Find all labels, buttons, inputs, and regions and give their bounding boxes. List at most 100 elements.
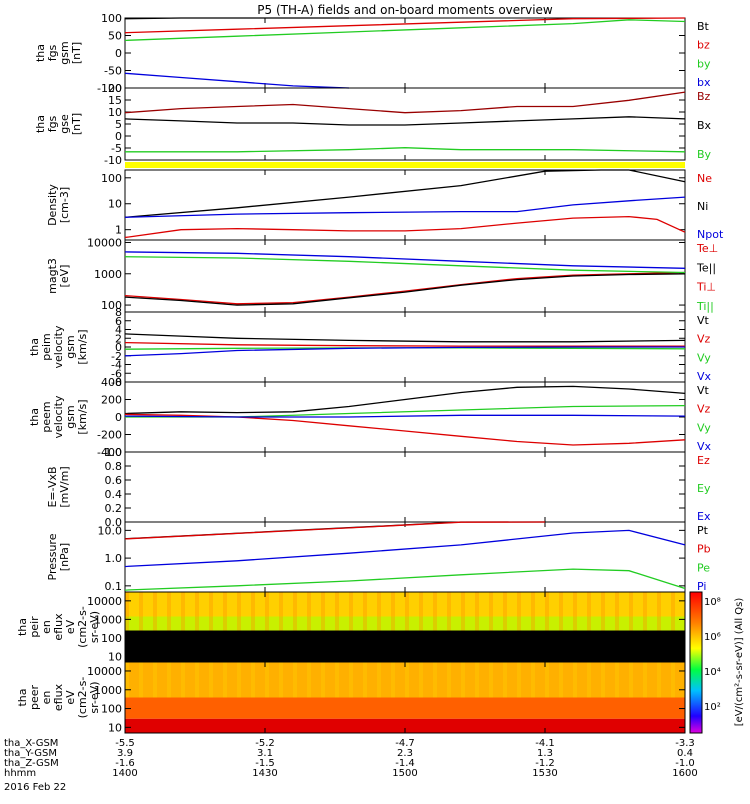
y-tick-label: -400 — [97, 446, 122, 459]
spectrogram-cell — [643, 592, 647, 631]
spectrogram-cell — [251, 592, 255, 631]
y-tick-label: -100 — [97, 82, 122, 95]
orbit-row-value: 1500 — [392, 768, 417, 779]
legend-entry: Vt — [697, 314, 710, 327]
series-line-Bx — [124, 116, 686, 126]
spectrogram-cell — [377, 662, 381, 698]
spectrogram-cell — [601, 662, 605, 698]
legend-entry: Bt — [697, 20, 710, 33]
y-axis-label: tha — [34, 115, 47, 133]
spectrogram-cell — [363, 592, 367, 631]
series-line-Ne — [124, 215, 686, 239]
legend-entry: Ne — [697, 172, 712, 185]
y-axis-label: E=-VxB — [46, 466, 59, 507]
spectrogram-cell — [601, 592, 605, 631]
y-axis-label: tha — [28, 408, 41, 426]
y-axis-label: (cm2-s- — [76, 677, 89, 719]
y-tick-label: 0 — [115, 411, 122, 424]
spectrogram-cell — [447, 662, 451, 698]
spectrogram-cell — [363, 662, 367, 698]
spectrogram-cell — [209, 592, 213, 631]
series-line-Te⊥ — [124, 271, 686, 305]
y-axis-label: [mV/m] — [58, 466, 71, 507]
spectrogram-cell — [503, 662, 507, 698]
orbit-row-label: tha_Y-GSM — [4, 748, 57, 759]
orbit-row-value: 2.3 — [397, 748, 413, 759]
chart-title: P5 (TH-A) fields and on-board moments ov… — [257, 3, 553, 17]
y-tick-label: -4 — [111, 359, 122, 372]
orbit-row-value: 1.3 — [537, 748, 553, 759]
legend-entry: Pi — [697, 580, 706, 593]
y-axis-label: tha — [28, 338, 41, 356]
y-tick-label: 10000 — [87, 665, 122, 678]
legend-entry: bz — [697, 39, 710, 52]
y-axis-label: peir — [28, 616, 41, 638]
y-tick-label: 0.4 — [105, 488, 123, 501]
spectrogram-band — [125, 630, 685, 662]
spectrogram-cell — [447, 592, 451, 631]
y-tick-label: -8 — [111, 376, 122, 389]
panel-pressure: 10.0 1.0 0.1 Pressure [nPa] Pt Pb Pe Pi — [46, 521, 711, 593]
spectrogram-cell — [615, 662, 619, 698]
series-line-Vx — [124, 346, 685, 357]
panel-fgs-gsm: 100 50 0 -50 -100 tha fgs gsm [nT] Bt bz by bx — [34, 12, 711, 95]
y-axis-label: gsm — [58, 41, 71, 64]
legend-entry: Ni — [697, 200, 708, 213]
spectrogram-cell — [195, 662, 199, 698]
y-tick-label: 1.0 — [105, 552, 123, 565]
spectrogram-cell — [671, 662, 675, 698]
spectrogram-cell — [195, 592, 199, 631]
orbit-row-value: 1530 — [532, 768, 557, 779]
series-line-Vt — [124, 333, 686, 343]
y-tick-label: 2 — [115, 332, 122, 345]
colorbar-tick-label: 10² — [704, 702, 721, 713]
y-tick-label: 0 — [115, 130, 122, 143]
legend-entry: Ez — [697, 454, 710, 467]
series-line-Pb — [124, 521, 546, 540]
legend-entry: by — [697, 57, 711, 70]
colorbar-tick-label: 10⁶ — [704, 632, 721, 643]
y-axis-label: Density — [46, 184, 59, 226]
y-axis-label: peim — [40, 333, 53, 361]
spectrogram-cell — [405, 592, 409, 631]
spectrogram-cell — [293, 662, 297, 698]
y-tick-label: 100 — [101, 632, 122, 645]
orbit-row-label: tha_X-GSM — [4, 738, 58, 749]
spectrogram-cell — [489, 662, 493, 698]
orbit-row-value: -1.4 — [395, 758, 415, 769]
legend-entry: Vy — [697, 351, 711, 364]
panel-peem-velocity: 400 200 0 -200 -400 tha peem velocity gsm [km/s] V… — [28, 376, 712, 459]
y-axis-label: [nT] — [70, 113, 83, 135]
series-line-Ni — [124, 169, 686, 218]
y-axis-label: gse — [58, 114, 71, 134]
y-axis-label: [km/s] — [76, 329, 89, 364]
legend-entry: Pe — [697, 561, 710, 574]
y-tick-label: 10 — [108, 721, 122, 734]
y-axis-label: tha — [16, 688, 29, 706]
orbit-row-value: 1600 — [672, 768, 697, 779]
y-tick-label: 10 — [108, 198, 122, 211]
legend-entry: Bx — [697, 119, 712, 132]
spectrogram-cell — [433, 662, 437, 698]
y-axis-label: Pressure — [46, 533, 59, 580]
spectrogram-cell — [377, 592, 381, 631]
y-axis-label: gsm — [64, 335, 77, 358]
spectrogram-cell — [335, 662, 339, 698]
legend-entry: Vt — [697, 384, 710, 397]
spectrogram-cell — [629, 592, 633, 631]
panel-peir-eflux: 10000 1000 100 10 tha peir en eflux eV (cm2-s-sr-… — [16, 591, 686, 663]
y-tick-label: 0.2 — [105, 502, 123, 515]
legend-entry: Bz — [697, 90, 711, 103]
y-tick-label: 15 — [108, 94, 122, 107]
legend-entry: Te|| — [696, 261, 716, 274]
spectrogram-cell — [251, 662, 255, 698]
y-tick-label: 8 — [115, 306, 122, 319]
series-line-Ti⊥ — [124, 251, 686, 269]
spectrogram-cell — [237, 662, 241, 698]
y-tick-label: 400 — [101, 376, 122, 389]
y-axis-label: eflux — [52, 613, 65, 641]
spectrogram-cell — [349, 662, 353, 698]
spectrogram-cell — [153, 592, 157, 631]
